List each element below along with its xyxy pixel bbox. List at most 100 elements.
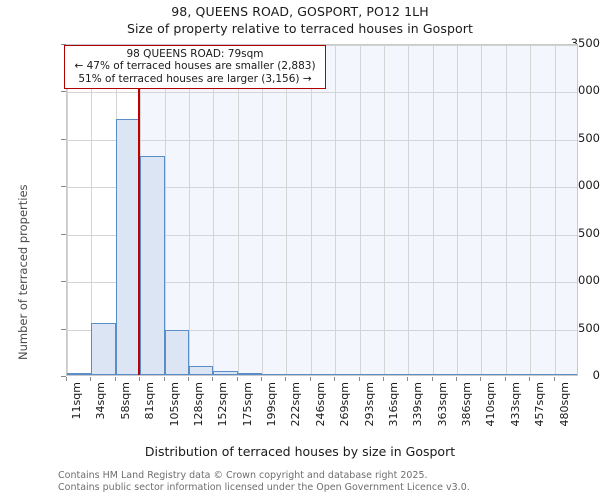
grid-line-vertical [433, 45, 434, 375]
histogram-bar [238, 373, 262, 375]
x-axis-tick-mark [164, 377, 165, 381]
y-axis-label: Number of terraced properties [16, 184, 30, 360]
x-axis-tick-label: 457sqm [533, 382, 547, 427]
shaded-region [138, 45, 577, 375]
histogram-bar [506, 373, 530, 375]
histogram-bar [481, 373, 506, 375]
grid-line-vertical [189, 45, 190, 375]
histogram-bar [286, 373, 311, 375]
histogram-bar [457, 373, 481, 375]
x-axis-tick-label: 175sqm [240, 382, 254, 427]
plot-area [66, 44, 578, 376]
grid-line-vertical [262, 45, 263, 375]
x-axis-tick-mark [212, 377, 213, 381]
y-axis-tick-label: 3500 [570, 36, 600, 50]
x-axis-tick-label: 152sqm [216, 382, 230, 427]
x-axis-tick-mark [383, 377, 384, 381]
annotation-box: 98 QUEENS ROAD: 79sqm ← 47% of terraced … [64, 45, 326, 90]
x-axis-tick-label: 363sqm [435, 382, 449, 427]
x-axis-tick-mark [90, 377, 91, 381]
x-axis-tick-label: 410sqm [484, 382, 498, 427]
x-axis-tick-mark [261, 377, 262, 381]
x-axis-tick-mark [237, 377, 238, 381]
histogram-bar [262, 373, 286, 375]
y-axis-tick-label: 3000 [570, 83, 600, 98]
x-axis-tick-mark [188, 377, 189, 381]
y-axis-tick-label: 1000 [570, 273, 600, 288]
y-axis-tick-mark [61, 44, 66, 45]
x-axis-tick-mark [407, 377, 408, 381]
y-axis-tick-mark [61, 376, 66, 377]
histogram-bar [213, 371, 238, 375]
x-axis-tick-mark [139, 377, 140, 381]
grid-line-vertical [360, 45, 361, 375]
x-axis-tick-mark [456, 377, 457, 381]
x-axis-tick-label: 81sqm [143, 382, 157, 420]
x-axis-tick-mark [359, 377, 360, 381]
x-axis-tick-mark [285, 377, 286, 381]
histogram-bar [189, 366, 213, 375]
x-axis-tick-mark [529, 377, 530, 381]
histogram-bar [165, 329, 189, 375]
x-axis-tick-mark [310, 377, 311, 381]
annotation-line-2: ← 47% of terraced houses are smaller (2,… [74, 60, 316, 73]
histogram-bar [530, 373, 555, 375]
x-axis-tick-mark [505, 377, 506, 381]
x-axis-tick-mark [432, 377, 433, 381]
x-axis-tick-label: 316sqm [386, 382, 400, 427]
x-axis-tick-label: 128sqm [191, 382, 205, 427]
x-axis-tick-mark [66, 377, 67, 381]
histogram-bar [67, 373, 91, 375]
grid-line-horizontal [67, 329, 577, 331]
x-axis-tick-mark [554, 377, 555, 381]
y-axis-tick-mark [61, 233, 66, 235]
histogram-bar [360, 373, 384, 375]
x-axis-tick-label: 480sqm [557, 382, 571, 427]
grid-line-vertical [457, 45, 458, 375]
grid-line-vertical [384, 45, 385, 375]
grid-line-vertical [165, 45, 166, 375]
y-axis-tick-label: 2500 [570, 130, 600, 145]
x-axis-tick-label: 58sqm [118, 382, 132, 420]
x-axis-tick-mark [115, 377, 116, 381]
grid-line-vertical [506, 45, 507, 375]
grid-line-vertical [213, 45, 214, 375]
chart-subtitle: Size of property relative to terraced ho… [126, 21, 474, 36]
x-axis-tick-label: 222sqm [289, 382, 303, 427]
histogram-bar [555, 373, 577, 375]
histogram-bar [311, 373, 335, 375]
x-axis-tick-label: 34sqm [94, 382, 108, 420]
histogram-bar [408, 373, 433, 375]
annotation-line-1: 98 QUEENS ROAD: 79sqm [126, 48, 264, 60]
x-axis-tick-label: 339sqm [411, 382, 425, 427]
grid-line-vertical [238, 45, 239, 375]
histogram-bar [140, 155, 165, 375]
x-axis-tick-label: 199sqm [265, 382, 279, 427]
grid-line-horizontal [67, 282, 577, 284]
y-axis-tick-label: 500 [578, 320, 600, 335]
x-axis-tick-mark [334, 377, 335, 381]
y-axis-tick-mark [61, 138, 66, 140]
grid-line-vertical [481, 45, 482, 375]
grid-line-vertical [408, 45, 409, 375]
grid-line-horizontal [67, 139, 577, 141]
histogram-bar [116, 118, 140, 375]
x-axis-tick-label: 386sqm [460, 382, 474, 427]
grid-line-vertical [67, 45, 68, 375]
footer-line-2: Contains public sector information licen… [58, 482, 470, 493]
y-axis-tick-mark [61, 186, 66, 188]
x-axis-tick-mark [480, 377, 481, 381]
grid-line-vertical [91, 45, 92, 375]
x-axis-tick-label: 293sqm [362, 382, 376, 427]
y-axis-tick-label: 2000 [570, 178, 600, 193]
y-axis-tick-label: 0 [592, 368, 600, 382]
grid-line-vertical [555, 45, 556, 375]
y-axis-tick-mark [61, 328, 66, 330]
histogram-bar [433, 373, 457, 375]
grid-line-horizontal [67, 234, 577, 236]
histogram-bar [335, 373, 360, 375]
grid-line-vertical [530, 45, 531, 375]
y-axis-tick-label: 1500 [570, 225, 600, 240]
grid-line-horizontal [67, 92, 577, 94]
